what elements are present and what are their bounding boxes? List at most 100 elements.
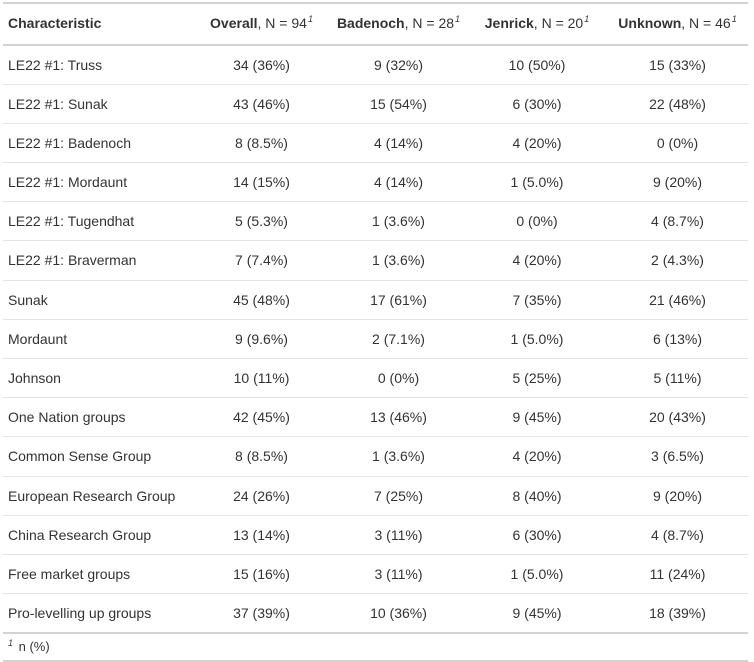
cell-badenoch: 7 (25%) [373, 487, 424, 504]
cell-unknown: 11 (24%) [649, 565, 706, 582]
cell-jenrick: 4 (20%) [512, 134, 562, 151]
column-header-n: , N = 20 [533, 15, 584, 31]
cell-badenoch: 3 (11%) [374, 565, 423, 582]
cell-overall: 24 (26%) [233, 487, 290, 504]
cell-overall: 34 (36%) [233, 56, 290, 73]
column-header-label: Overall [210, 15, 258, 31]
cell-unknown: 20 (43%) [649, 409, 706, 426]
table-row: Pro-levelling up groups 37 (39%) 10 (36%… [3, 594, 748, 634]
cell-overall: 45 (48%) [233, 291, 290, 308]
footnote-mark: 1 [307, 14, 313, 25]
cell-unknown: 4 (8.7%) [651, 213, 704, 230]
row-label: Free market groups [8, 565, 131, 582]
cell-badenoch: 1 (3.6%) [372, 252, 425, 269]
cell-badenoch: 3 (11%) [374, 526, 423, 543]
column-header-jenrick: Jenrick, N = 201 [467, 3, 607, 46]
cell-unknown: 2 (4.3%) [651, 252, 704, 269]
table-row: Common Sense Group 8 (8.5%) 1 (3.6%) 4 (… [3, 437, 748, 477]
table-row: Mordaunt 9 (9.6%) 2 (7.1%) 1 (5.0%) 6 (1… [3, 319, 748, 359]
cell-jenrick: 1 (5.0%) [510, 330, 564, 347]
cell-unknown: 22 (48%) [649, 95, 706, 112]
table-row: Free market groups 15 (16%) 3 (11%) 1 (5… [3, 554, 748, 594]
column-header-overall: Overall, N = 941 [193, 3, 330, 46]
table-row: LE22 #1: Truss 34 (36%) 9 (32%) 10 (50%)… [3, 45, 748, 85]
cell-overall: 14 (15%) [233, 174, 290, 191]
table-row: LE22 #1: Sunak 43 (46%) 15 (54%) 6 (30%)… [3, 84, 748, 124]
cell-jenrick: 10 (50%) [508, 56, 566, 73]
cell-overall: 37 (39%) [233, 605, 290, 622]
cell-unknown: 9 (20%) [652, 174, 703, 191]
cell-badenoch: 0 (0%) [377, 370, 420, 386]
cell-badenoch: 2 (7.1%) [372, 330, 425, 347]
cell-overall: 7 (7.4%) [235, 252, 288, 269]
table-row: One Nation groups 42 (45%) 13 (46%) 9 (4… [3, 398, 748, 437]
cell-badenoch: 1 (3.6%) [372, 213, 425, 230]
row-label: Mordaunt [8, 330, 68, 347]
table-row: LE22 #1: Badenoch 8 (8.5%) 4 (14%) 4 (20… [3, 123, 748, 163]
footnote-mark: 1 [8, 637, 14, 648]
cell-overall: 8 (8.5%) [235, 134, 288, 151]
cell-jenrick: 1 (5.0%) [510, 174, 564, 191]
cell-jenrick: 9 (45%) [512, 409, 562, 426]
cell-badenoch: 4 (14%) [373, 174, 424, 191]
footnote-mark: 1 [584, 14, 590, 25]
row-label: LE22 #1: Badenoch [8, 134, 131, 151]
column-header-n: , N = 28 [404, 15, 455, 31]
footnote: 1 n (%) [3, 632, 748, 662]
column-header-label: Badenoch [336, 15, 405, 31]
table-row: China Research Group 13 (14%) 3 (11%) 6 … [3, 515, 748, 555]
cell-jenrick: 6 (30%) [512, 95, 562, 112]
row-label: European Research Group [8, 487, 176, 504]
cell-badenoch: 10 (36%) [370, 605, 427, 622]
cell-jenrick: 1 (5.0%) [510, 565, 564, 582]
cell-overall: 5 (5.3%) [235, 213, 288, 230]
cell-overall: 42 (45%) [233, 409, 290, 426]
cell-jenrick: 0 (0%) [516, 213, 558, 230]
column-header-n: , N = 94 [257, 15, 307, 31]
cell-unknown: 6 (13%) [652, 330, 703, 347]
table-row: European Research Group 24 (26%) 7 (25%)… [3, 476, 748, 516]
summary-table: Characteristic Overall, N = 941 Badenoch… [3, 2, 748, 662]
row-label: LE22 #1: Braverman [8, 252, 137, 269]
header-row: Characteristic Overall, N = 941 Badenoch… [3, 3, 748, 46]
table-row: LE22 #1: Mordaunt 14 (15%) 4 (14%) 1 (5.… [3, 163, 748, 202]
cell-overall: 13 (14%) [233, 526, 290, 543]
cell-jenrick: 4 (20%) [512, 448, 562, 465]
cell-overall: 15 (16%) [233, 565, 290, 582]
row-label: Pro-levelling up groups [8, 605, 152, 622]
cell-badenoch: 17 (61%) [370, 291, 427, 308]
row-label: Johnson [8, 370, 61, 386]
footnote-mark: 1 [731, 14, 737, 25]
cell-unknown: 9 (20%) [652, 487, 703, 504]
cell-overall: 10 (11%) [233, 370, 290, 386]
table-row: LE22 #1: Braverman 7 (7.4%) 1 (3.6%) 4 (… [3, 241, 748, 281]
footnote-row: 1 n (%) [3, 632, 748, 662]
cell-badenoch: 9 (32%) [373, 56, 424, 73]
row-label: LE22 #1: Sunak [8, 95, 108, 112]
row-label: LE22 #1: Tugendhat [8, 213, 135, 230]
cell-overall: 43 (46%) [233, 95, 290, 112]
cell-jenrick: 8 (40%) [512, 487, 562, 504]
cell-jenrick: 5 (25%) [512, 370, 562, 386]
cell-badenoch: 13 (46%) [370, 409, 427, 426]
table-row: LE22 #1: Tugendhat 5 (5.3%) 1 (3.6%) 0 (… [3, 202, 748, 241]
cell-badenoch: 1 (3.6%) [372, 448, 425, 465]
footnote-text: n (%) [18, 639, 50, 655]
cell-jenrick: 6 (30%) [512, 526, 562, 543]
column-header-unknown: Unknown, N = 461 [607, 3, 748, 46]
row-label: One Nation groups [8, 409, 126, 426]
column-header-label: Jenrick [484, 15, 534, 31]
cell-jenrick: 4 (20%) [512, 252, 562, 269]
cell-jenrick: 7 (35%) [512, 291, 562, 308]
cell-overall: 9 (9.6%) [235, 330, 288, 347]
cell-jenrick: 9 (45%) [512, 605, 562, 622]
row-label: LE22 #1: Truss [8, 56, 103, 73]
row-label: Common Sense Group [8, 448, 152, 465]
table-row: Sunak 45 (48%) 17 (61%) 7 (35%) 21 (46%) [3, 280, 748, 320]
cell-unknown: 21 (46%) [649, 291, 706, 308]
row-label: LE22 #1: Mordaunt [8, 174, 128, 191]
column-header-label: Unknown [618, 15, 682, 31]
cell-unknown: 18 (39%) [649, 605, 706, 622]
cell-unknown: 3 (6.5%) [651, 448, 704, 465]
column-header-badenoch: Badenoch, N = 281 [330, 3, 467, 46]
